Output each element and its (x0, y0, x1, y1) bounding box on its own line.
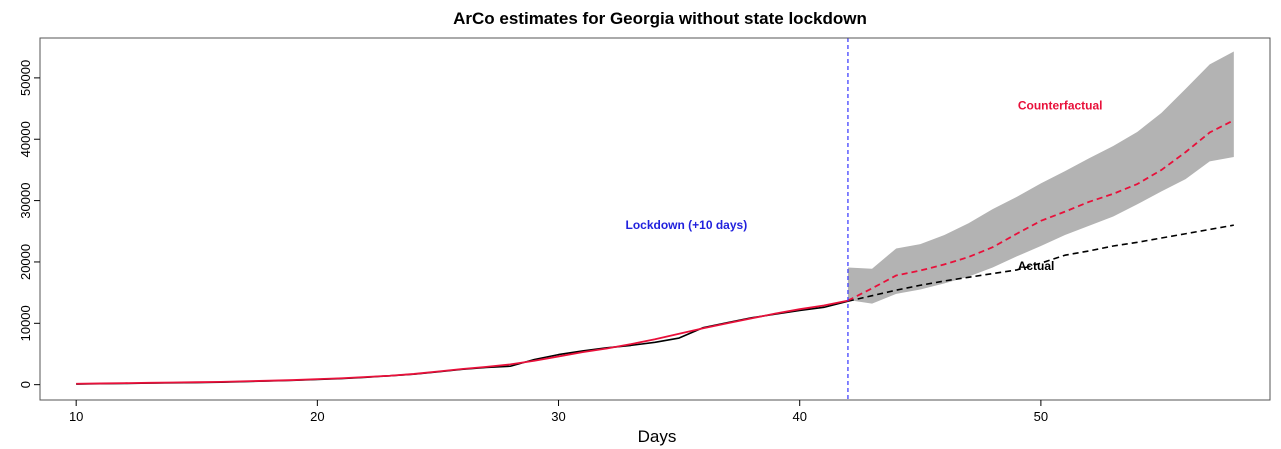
x-axis-label: Days (638, 427, 677, 446)
x-tick-label: 50 (1034, 409, 1048, 424)
plot-frame (39, 37, 1271, 401)
annotation-1: Counterfactual (1018, 98, 1103, 112)
annotation-2: Actual (1018, 259, 1055, 273)
annotation-layer: Lockdown (+10 days) Counterfactual Actual (626, 98, 1103, 273)
actual-line-projected (847, 224, 1234, 302)
confidence-band-layer (847, 51, 1234, 304)
x-axis: 10 20 30 40 50 (69, 400, 1048, 424)
y-tick-label: 30000 (18, 183, 33, 219)
confidence-band (847, 51, 1234, 304)
x-tick-label: 30 (551, 409, 565, 424)
x-tick-label: 40 (792, 409, 806, 424)
annotation-0: Lockdown (+10 days) (626, 218, 748, 232)
y-axis: 0 10000 20000 30000 40000 50000 (18, 60, 40, 388)
y-tick-label: 20000 (18, 244, 33, 280)
actual-line-observed (76, 300, 849, 385)
y-tick-label: 40000 (18, 121, 33, 157)
x-tick-label: 20 (310, 409, 324, 424)
y-tick-label: 50000 (18, 60, 33, 96)
y-tick-label: 0 (18, 381, 33, 388)
chart-title: ArCo estimates for Georgia without state… (453, 9, 867, 28)
counterfactual-line-observed (76, 299, 849, 385)
y-tick-label: 10000 (18, 305, 33, 341)
x-tick-label: 10 (69, 409, 83, 424)
series-layer (76, 119, 1235, 385)
counterfactual-line-projected (847, 119, 1235, 302)
